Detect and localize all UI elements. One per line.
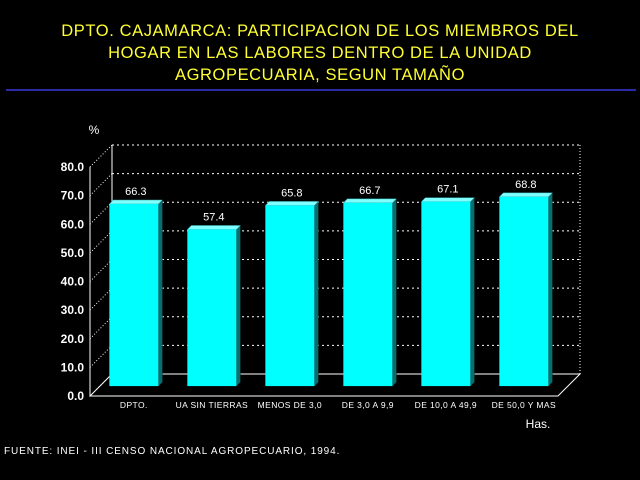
bar-top: [498, 192, 553, 198]
bar-side: [470, 197, 475, 387]
gridline-side: [89, 259, 113, 282]
gridline-side: [89, 373, 113, 397]
bar: [109, 204, 159, 387]
gridline-side: [89, 144, 113, 168]
bar: [499, 196, 549, 387]
bar: [343, 202, 393, 387]
y-tick-label: 50.0: [61, 246, 85, 260]
y-tick-label: 80.0: [61, 160, 85, 174]
y-tick-label: 0.0: [67, 389, 84, 403]
y-tick-label: 40.0: [61, 275, 85, 289]
chart-title-line-2: HOGAR EN LAS LABORES DENTRO DE LA UNIDAD: [108, 44, 532, 62]
y-tick-label: 60.0: [61, 217, 85, 231]
bar-chart: 0.0 10.0 20.0 30.0 40.0 50.0 60.0 70.0 80.0% 66.3…: [61, 123, 582, 431]
chart-title-line-3: AGROPECUARIA, SEGUN TAMAÑO: [174, 66, 466, 84]
bar-value-label: 66.3: [125, 186, 146, 198]
x-tick-label: MENOS DE 3,0: [258, 400, 322, 410]
y-tick-label: 10.0: [61, 360, 85, 374]
bar-top: [342, 198, 397, 204]
bar-top: [186, 225, 241, 230]
bar-value-label: 68.8: [515, 179, 536, 191]
gridline-side: [89, 201, 113, 225]
bar-top: [420, 197, 475, 202]
x-tick-label: DE 10,0 A 49,9: [415, 400, 477, 410]
bar-value-label: 67.1: [437, 184, 458, 196]
chart-title: DPTO. CAJAMARCA: PARTICIPACION DE LOS MI…: [0, 20, 640, 86]
bar-top: [108, 199, 163, 205]
gridline-side: [89, 230, 113, 254]
chart-title-line-1: DPTO. CAJAMARCA: PARTICIPACION DE LOS MI…: [61, 22, 579, 40]
gridline-side: [89, 287, 113, 311]
x-tick-label: DPTO.: [120, 400, 148, 410]
y-tick-label: 30.0: [61, 303, 85, 317]
y-tick-label: 70.0: [61, 189, 85, 203]
title-divider: [6, 89, 636, 91]
bar-value-label: 65.8: [281, 187, 302, 199]
bar-top: [264, 201, 319, 206]
gridline-side: [89, 345, 113, 368]
y-tick-label: 20.0: [61, 332, 85, 346]
bar-side: [548, 192, 553, 387]
x-tick-label: DE 3,0 A 9,9: [342, 400, 394, 410]
bar-side: [314, 200, 319, 387]
source-note: FUENTE: INEI - III CENSO NACIONAL AGROPE…: [4, 446, 341, 457]
bar-value-label: 57.4: [203, 211, 224, 223]
bar-value-label: 66.7: [359, 185, 380, 197]
gridline-side: [89, 316, 113, 340]
bar: [187, 229, 237, 387]
y-axis-label: %: [89, 123, 100, 137]
bar-side: [236, 224, 241, 387]
gridline-side: [89, 173, 113, 196]
x-tick-label: DE 50,0 Y MAS: [492, 400, 556, 410]
bar: [265, 205, 315, 387]
bar-side: [392, 198, 397, 387]
x-tick-label: UA SIN TIERRAS: [176, 400, 249, 410]
bar-side: [158, 199, 163, 387]
x-axis-label: Has.: [526, 417, 551, 431]
bar: [421, 201, 471, 387]
